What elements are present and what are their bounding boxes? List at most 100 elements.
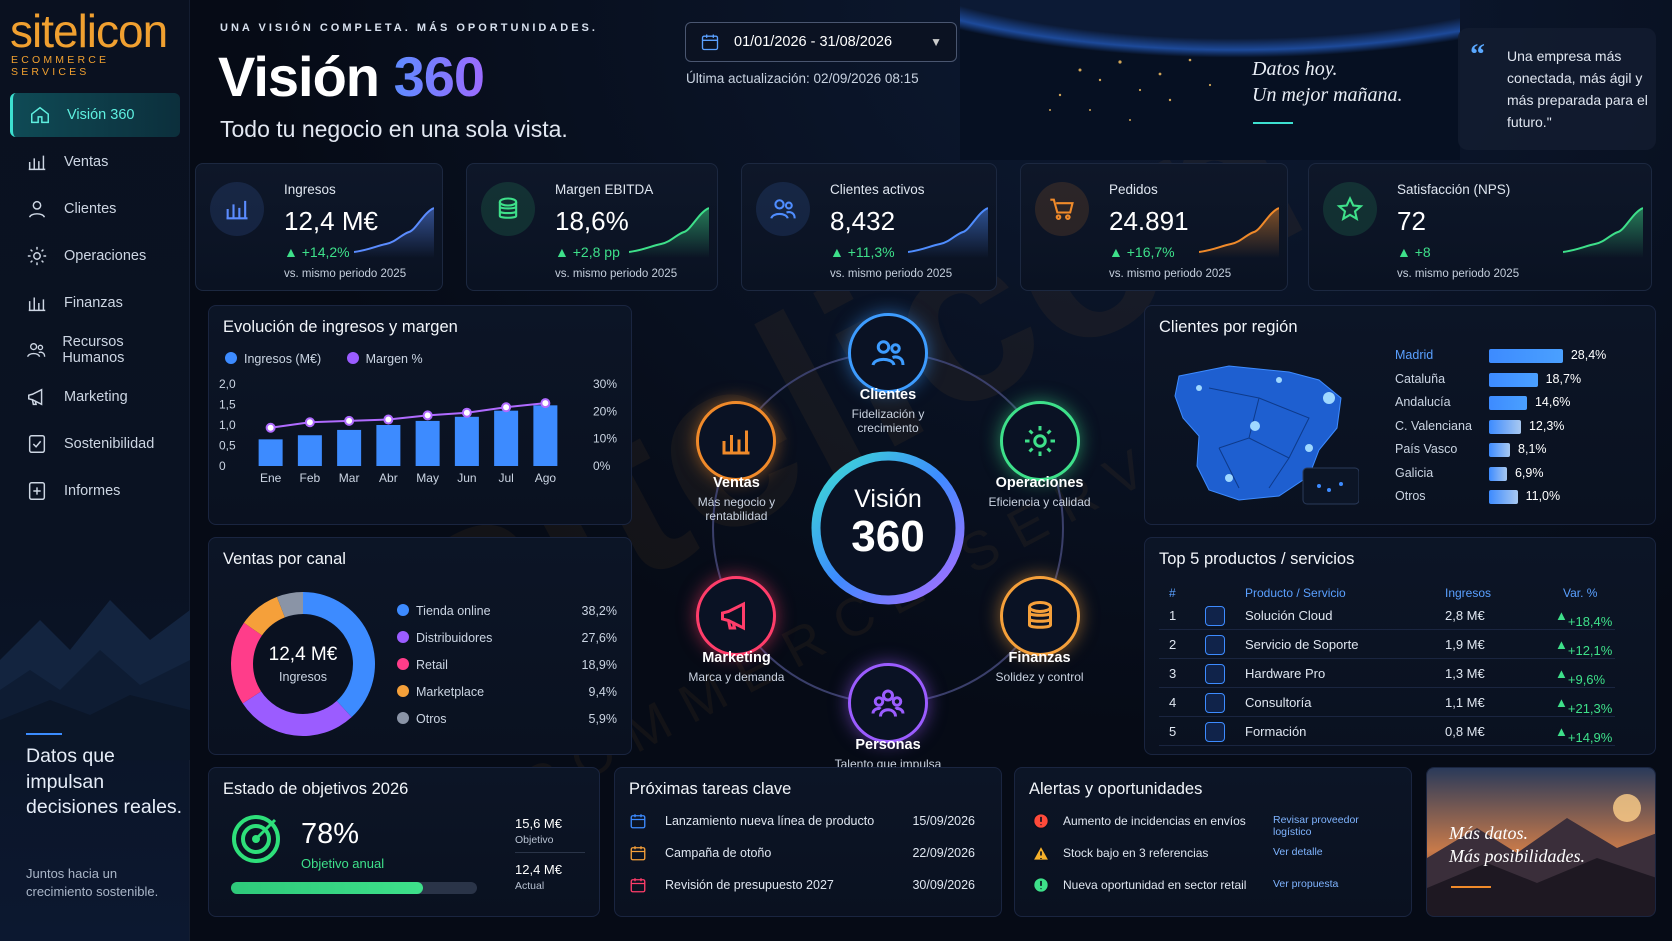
alert-action-link[interactable]: Ver detalle	[1273, 846, 1323, 858]
star-icon	[1323, 182, 1377, 236]
kpi-card-ingresos[interactable]: Ingresos 12,4 M€ ▲ +14,2% vs. mismo periodo…	[195, 163, 443, 291]
kpi-change: ▲ +14,2%	[284, 244, 350, 260]
objective-percent: 78%	[301, 818, 360, 850]
hub-node-label: Marketing	[702, 649, 771, 666]
row-rank: 5	[1169, 724, 1177, 739]
hub-node-finanzas[interactable]	[999, 575, 1080, 656]
legend-swatch	[397, 658, 409, 670]
y-right-tick: 30%	[593, 377, 617, 391]
slogan-line-2: Un mejor mañana.	[1252, 84, 1403, 106]
promo-divider	[1451, 886, 1491, 888]
slogan-divider	[1253, 122, 1293, 124]
kpi-card-satisfacci-n-nps-[interactable]: Satisfacción (NPS) 72 ▲ +8 vs. mismo period…	[1308, 163, 1652, 291]
objective-progress-fill	[231, 882, 423, 894]
channel-value: 38,2%	[581, 604, 617, 618]
product-icon	[1205, 722, 1225, 742]
sidebar-item-informes[interactable]: Informes	[10, 469, 180, 513]
hub-node-marketing[interactable]	[696, 575, 777, 656]
calendar-icon	[630, 846, 646, 861]
header-kicker: UNA VISIÓN COMPLETA. MÁS OPORTUNIDADES.	[220, 22, 598, 34]
row-variation: ▲ +9,6%	[1555, 666, 1606, 687]
kpi-card-pedidos[interactable]: Pedidos 24.891 ▲ +16,7% vs. mismo periodo 2…	[1020, 163, 1288, 291]
task-date: 30/09/2026	[912, 878, 975, 892]
table-row[interactable]: 2 Servicio de Soporte 1,9 M€ ▲ +12,1%	[1159, 631, 1615, 659]
channel-value: 27,6%	[581, 631, 617, 645]
objectives-title: Estado de objetivos 2026	[223, 780, 409, 798]
table-row[interactable]: 5 Formación 0,8 M€ ▲ +14,9%	[1159, 718, 1615, 746]
y-left-tick: 1,0	[219, 418, 236, 432]
bar-chart-icon	[28, 155, 46, 171]
x-tick-label: Ene	[260, 471, 282, 485]
sidebar-item-visi-n-360[interactable]: Visión 360	[10, 93, 180, 137]
point-margen-jul	[501, 402, 512, 413]
kpi-card-margen-ebitda[interactable]: Margen EBITDA 18,6% ▲ +2,8 pp vs. mismo per…	[466, 163, 718, 291]
bar-ingresos-jun	[454, 416, 479, 466]
hub-center-number: 360	[851, 512, 925, 561]
promo-text: Más datos. Más posibilidades.	[1449, 822, 1585, 868]
evolution-legend: Ingresos (M€) Margen %	[225, 352, 423, 366]
hub-diagram	[712, 352, 1064, 704]
mountain-illustration	[0, 600, 190, 760]
region-name: Cataluña	[1395, 371, 1446, 386]
row-product: Solución Cloud	[1245, 608, 1333, 623]
row-rank: 3	[1169, 666, 1177, 681]
region-name: Galicia	[1395, 465, 1434, 480]
sidebar-item-label: Recursos Humanos	[62, 334, 125, 366]
sidebar-item-marketing[interactable]: Marketing	[10, 375, 180, 419]
sidebar-item-label: Finanzas	[64, 295, 123, 311]
kpi-sparkline	[1199, 207, 1279, 258]
legend-margen: Margen %	[365, 352, 423, 366]
hub-center-title: Visión	[854, 485, 922, 513]
region-name: Madrid	[1395, 348, 1434, 362]
kpi-card-clientes-activos[interactable]: Clientes activos 8,432 ▲ +11,3% vs. mismo p…	[741, 163, 997, 291]
point-margen-jun	[461, 407, 472, 418]
table-row[interactable]: 1 Solución Cloud 2,8 M€ ▲ +18,4%	[1159, 602, 1615, 630]
alert-action-link[interactable]: Revisar proveedor logístico	[1273, 814, 1359, 838]
kpi-change-value: +16,7%	[1126, 244, 1175, 260]
region-name: País Vasco	[1395, 442, 1458, 456]
sidebar-item-finanzas[interactable]: Finanzas	[10, 281, 180, 325]
donut-center-value: 12,4 M€	[268, 644, 338, 665]
hub-node-personas[interactable]	[848, 663, 928, 743]
hub-node-ventas[interactable]	[696, 400, 777, 481]
sidebar-item-ventas[interactable]: Ventas	[10, 140, 180, 184]
objective-divider	[515, 852, 585, 853]
row-revenue: 0,8 M€	[1445, 724, 1485, 739]
task-date: 15/09/2026	[912, 814, 975, 828]
x-tick-label: Jul	[498, 471, 513, 485]
evolution-title: Evolución de ingresos y margen	[223, 318, 458, 336]
channel-legend-item: Retail 18,9%	[397, 658, 617, 672]
sidebar-item-recursos-humanos[interactable]: Recursos Humanos	[10, 328, 180, 372]
user-icon	[28, 200, 46, 218]
legend-swatch	[397, 631, 409, 643]
y-left-tick: 0	[219, 459, 226, 473]
hub-node-clientes[interactable]	[848, 313, 928, 393]
hub-node-label: Clientes	[859, 387, 917, 403]
sidebar-item-label: Visión 360	[67, 107, 135, 123]
spain-map	[1174, 365, 1359, 505]
alert-label: Stock bajo en 3 referencias	[1063, 846, 1209, 860]
slogan-line-1: Datos hoy.	[1252, 58, 1338, 80]
region-bar-pa-s-vasco	[1489, 443, 1511, 457]
donut-hole	[254, 615, 352, 713]
table-row[interactable]: 3 Hardware Pro 1,3 M€ ▲ +9,6%	[1159, 660, 1615, 688]
brand-logo[interactable]: sitelicon	[10, 5, 168, 57]
sidebar-item-sostenibilidad[interactable]: Sostenibilidad	[10, 422, 180, 466]
table-row[interactable]: 4 Consultoría 1,1 M€ ▲ +21,3%	[1159, 689, 1615, 717]
date-range-picker[interactable]: 01/01/2026 - 31/08/2026 ▼	[685, 22, 957, 62]
alert-action-link[interactable]: Ver propuesta	[1273, 878, 1339, 890]
kpi-sparkline	[1563, 207, 1643, 258]
x-tick-label: May	[416, 471, 439, 485]
hub-node-operaciones[interactable]	[999, 400, 1080, 481]
y-left-tick: 1,5	[219, 398, 236, 412]
kpi-sparkline	[629, 207, 709, 258]
region-bar-madrid	[1489, 349, 1563, 363]
sidebar-item-operaciones[interactable]: Operaciones	[10, 234, 180, 278]
target-icon	[232, 815, 280, 863]
sidebar-tagline: Datos que impulsan decisiones reales.	[26, 745, 183, 818]
sidebar-item-clientes[interactable]: Clientes	[10, 187, 180, 231]
bar-ingresos-ago	[533, 405, 558, 466]
hub-core-ring	[811, 451, 965, 605]
kpi-value: 12,4 M€	[284, 206, 378, 236]
hub-node-sub: Marca y demanda	[688, 669, 785, 684]
